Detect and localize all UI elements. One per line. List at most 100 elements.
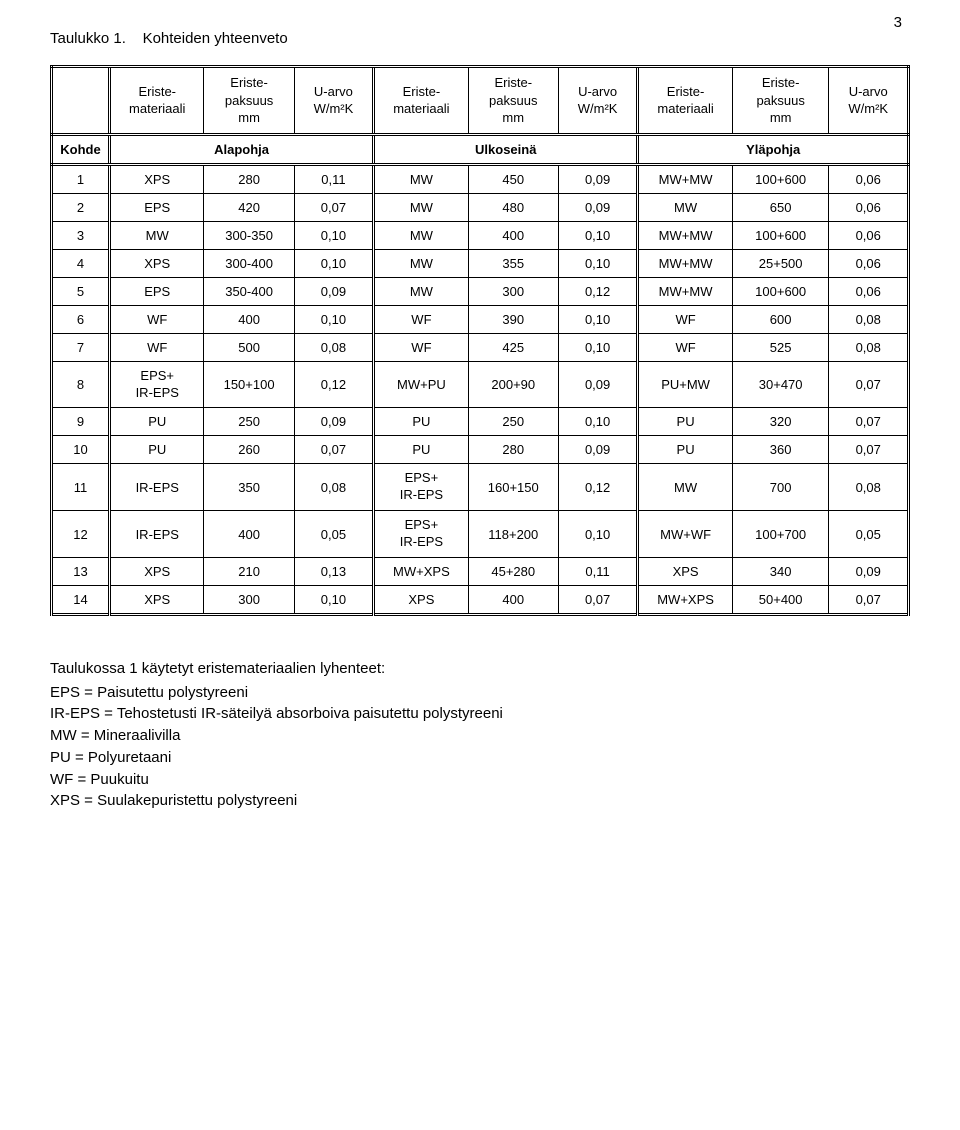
cell: 150+100 xyxy=(204,361,294,408)
cell: 350 xyxy=(204,464,294,511)
hdr-group-a: Alapohja xyxy=(109,134,373,164)
cell: PU xyxy=(109,436,204,464)
cell: PU+MW xyxy=(638,361,733,408)
table-row: 2EPS4200,07MW4800,09MW6500,06 xyxy=(52,193,909,221)
page: 3 Taulukko 1. Kohteiden yhteenveto Erist… xyxy=(0,0,960,1130)
cell: XPS xyxy=(374,585,469,614)
cell: 200+90 xyxy=(468,361,558,408)
table-row: 10PU2600,07PU2800,09PU3600,07 xyxy=(52,436,909,464)
cell: 100+600 xyxy=(732,164,829,193)
cell: WF xyxy=(638,333,733,361)
cell: 0,11 xyxy=(294,164,373,193)
hdr-group-b: Ulkoseinä xyxy=(374,134,638,164)
cell: 320 xyxy=(732,408,829,436)
table-body: 1XPS2800,11MW4500,09MW+MW100+6000,062EPS… xyxy=(52,164,909,614)
cell: 7 xyxy=(52,333,110,361)
cell: 425 xyxy=(468,333,558,361)
cell: EPS+IR-EPS xyxy=(374,464,469,511)
table-row: 8EPS+IR-EPS150+1000,12MW+PU200+900,09PU+… xyxy=(52,361,909,408)
cell: 400 xyxy=(468,221,558,249)
header-row-labels: Eriste-materiaali Eriste-paksuusmm U-arv… xyxy=(52,67,909,135)
abbrev-line: EPS = Paisutettu polystyreeni xyxy=(50,682,910,704)
cell: WF xyxy=(638,305,733,333)
cell: 0,09 xyxy=(294,408,373,436)
abbrev-line: IR-EPS = Tehostetusti IR-säteilyä absorb… xyxy=(50,703,910,725)
cell: 450 xyxy=(468,164,558,193)
cell: 0,05 xyxy=(829,511,909,558)
table-row: 6WF4000,10WF3900,10WF6000,08 xyxy=(52,305,909,333)
cell: MW+XPS xyxy=(638,585,733,614)
cell: XPS xyxy=(109,164,204,193)
cell: 3 xyxy=(52,221,110,249)
cell: IR-EPS xyxy=(109,511,204,558)
cell: 355 xyxy=(468,249,558,277)
cell: PU xyxy=(374,408,469,436)
cell: 260 xyxy=(204,436,294,464)
cell: XPS xyxy=(109,249,204,277)
cell: MW+MW xyxy=(638,249,733,277)
cell: 0,08 xyxy=(294,464,373,511)
cell: 6 xyxy=(52,305,110,333)
cell: PU xyxy=(109,408,204,436)
cell: MW+MW xyxy=(638,164,733,193)
cell: 600 xyxy=(732,305,829,333)
cell: 0,07 xyxy=(829,585,909,614)
cell: 0,10 xyxy=(558,221,637,249)
cell: 420 xyxy=(204,193,294,221)
table-row: 12IR-EPS4000,05EPS+IR-EPS118+2000,10MW+W… xyxy=(52,511,909,558)
cell: XPS xyxy=(109,585,204,614)
cell: 50+400 xyxy=(732,585,829,614)
hdr-material-a: Eriste-materiaali xyxy=(109,67,204,135)
cell: 700 xyxy=(732,464,829,511)
cell: MW xyxy=(374,221,469,249)
table-row: 3MW300-3500,10MW4000,10MW+MW100+6000,06 xyxy=(52,221,909,249)
cell: 280 xyxy=(204,164,294,193)
cell: 10 xyxy=(52,436,110,464)
cell: 300 xyxy=(204,585,294,614)
abbrev-lead: Taulukossa 1 käytetyt eristemateriaalien… xyxy=(50,658,910,680)
cell: 280 xyxy=(468,436,558,464)
cell: 0,07 xyxy=(829,436,909,464)
cell: 400 xyxy=(468,585,558,614)
cell: 0,08 xyxy=(294,333,373,361)
table-row: 9PU2500,09PU2500,10PU3200,07 xyxy=(52,408,909,436)
cell: EPS xyxy=(109,277,204,305)
summary-table: Eriste-materiaali Eriste-paksuusmm U-arv… xyxy=(50,65,910,616)
hdr-uvalue-c: U-arvoW/m²K xyxy=(829,67,909,135)
cell: MW xyxy=(374,249,469,277)
hdr-uvalue-a: U-arvoW/m²K xyxy=(294,67,373,135)
cell: EPS+IR-EPS xyxy=(109,361,204,408)
cell: 118+200 xyxy=(468,511,558,558)
cell: 0,07 xyxy=(829,408,909,436)
hdr-kohde: Kohde xyxy=(52,134,110,164)
cell: 0,10 xyxy=(294,249,373,277)
table-row: 1XPS2800,11MW4500,09MW+MW100+6000,06 xyxy=(52,164,909,193)
cell: 0,08 xyxy=(829,305,909,333)
cell: WF xyxy=(109,333,204,361)
cell: MW xyxy=(638,464,733,511)
cell: 11 xyxy=(52,464,110,511)
cell: MW+XPS xyxy=(374,557,469,585)
cell: 480 xyxy=(468,193,558,221)
table-row: 7WF5000,08WF4250,10WF5250,08 xyxy=(52,333,909,361)
cell: 0,09 xyxy=(558,436,637,464)
cell: 0,07 xyxy=(829,361,909,408)
cell: 0,11 xyxy=(558,557,637,585)
cell: 300-350 xyxy=(204,221,294,249)
cell: 650 xyxy=(732,193,829,221)
cell: 300-400 xyxy=(204,249,294,277)
cell: 0,12 xyxy=(558,464,637,511)
cell: WF xyxy=(374,333,469,361)
cell: PU xyxy=(638,408,733,436)
cell: 9 xyxy=(52,408,110,436)
cell: 12 xyxy=(52,511,110,558)
cell: 0,05 xyxy=(294,511,373,558)
cell: MW+MW xyxy=(638,221,733,249)
cell: 0,06 xyxy=(829,221,909,249)
cell: PU xyxy=(638,436,733,464)
cell: 100+700 xyxy=(732,511,829,558)
cell: 5 xyxy=(52,277,110,305)
caption-prefix: Taulukko 1. xyxy=(50,30,126,47)
cell: 0,10 xyxy=(558,511,637,558)
cell: 300 xyxy=(468,277,558,305)
